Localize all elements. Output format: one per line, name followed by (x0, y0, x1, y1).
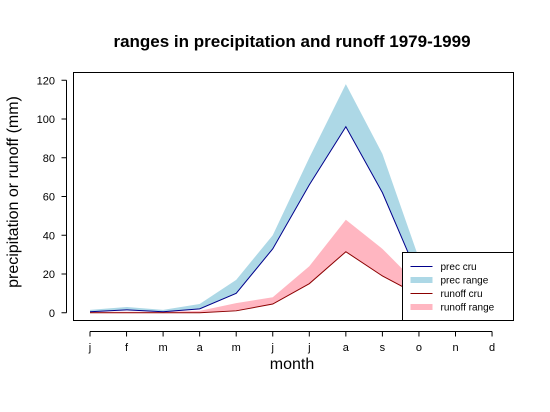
y-tick-label: 100 (37, 114, 55, 126)
chart-title: ranges in precipitation and runoff 1979-… (113, 32, 471, 51)
x-tick-label: m (232, 342, 241, 354)
y-tick-label: 60 (43, 192, 55, 204)
range-bands (90, 84, 419, 313)
x-tick-label: m (159, 342, 168, 354)
runoff-cru-line (90, 251, 420, 314)
legend-label-prec-cru: prec cru (441, 262, 477, 273)
x-tick-label: s (380, 342, 386, 354)
y-tick-label: 40 (43, 230, 55, 242)
prec-range-band (90, 84, 419, 312)
x-tick-label: j (307, 342, 310, 354)
y-tick-label: 0 (49, 308, 55, 320)
plot-frame (73, 72, 514, 321)
x-axis-label: month (269, 356, 315, 373)
legend: prec cru prec range runoff cru runoff range (402, 252, 514, 321)
x-tick-label: a (343, 342, 350, 354)
x-tick-label: j (271, 342, 274, 354)
legend-label-prec-range: prec range (441, 276, 489, 287)
series-lines (89, 125, 420, 314)
x-tick-label: n (452, 342, 458, 354)
runoff-range-band (90, 219, 419, 313)
y-tick-label: 20 (43, 269, 55, 281)
y-tick-label: 80 (43, 153, 55, 165)
y-tick-label: 120 (37, 75, 55, 87)
legend-label-runoff-cru: runoff cru (441, 289, 483, 300)
prec-cru-line (89, 125, 420, 313)
x-tick-label: o (416, 342, 422, 354)
x-tick-label: d (489, 342, 495, 354)
y-axis: 0 20 40 60 80 100 120 (37, 75, 67, 320)
x-tick-label: f (125, 342, 129, 354)
x-tick-label: a (197, 342, 204, 354)
x-tick-label: j (88, 342, 91, 354)
legend-label-runoff-range: runoff range (441, 303, 495, 314)
